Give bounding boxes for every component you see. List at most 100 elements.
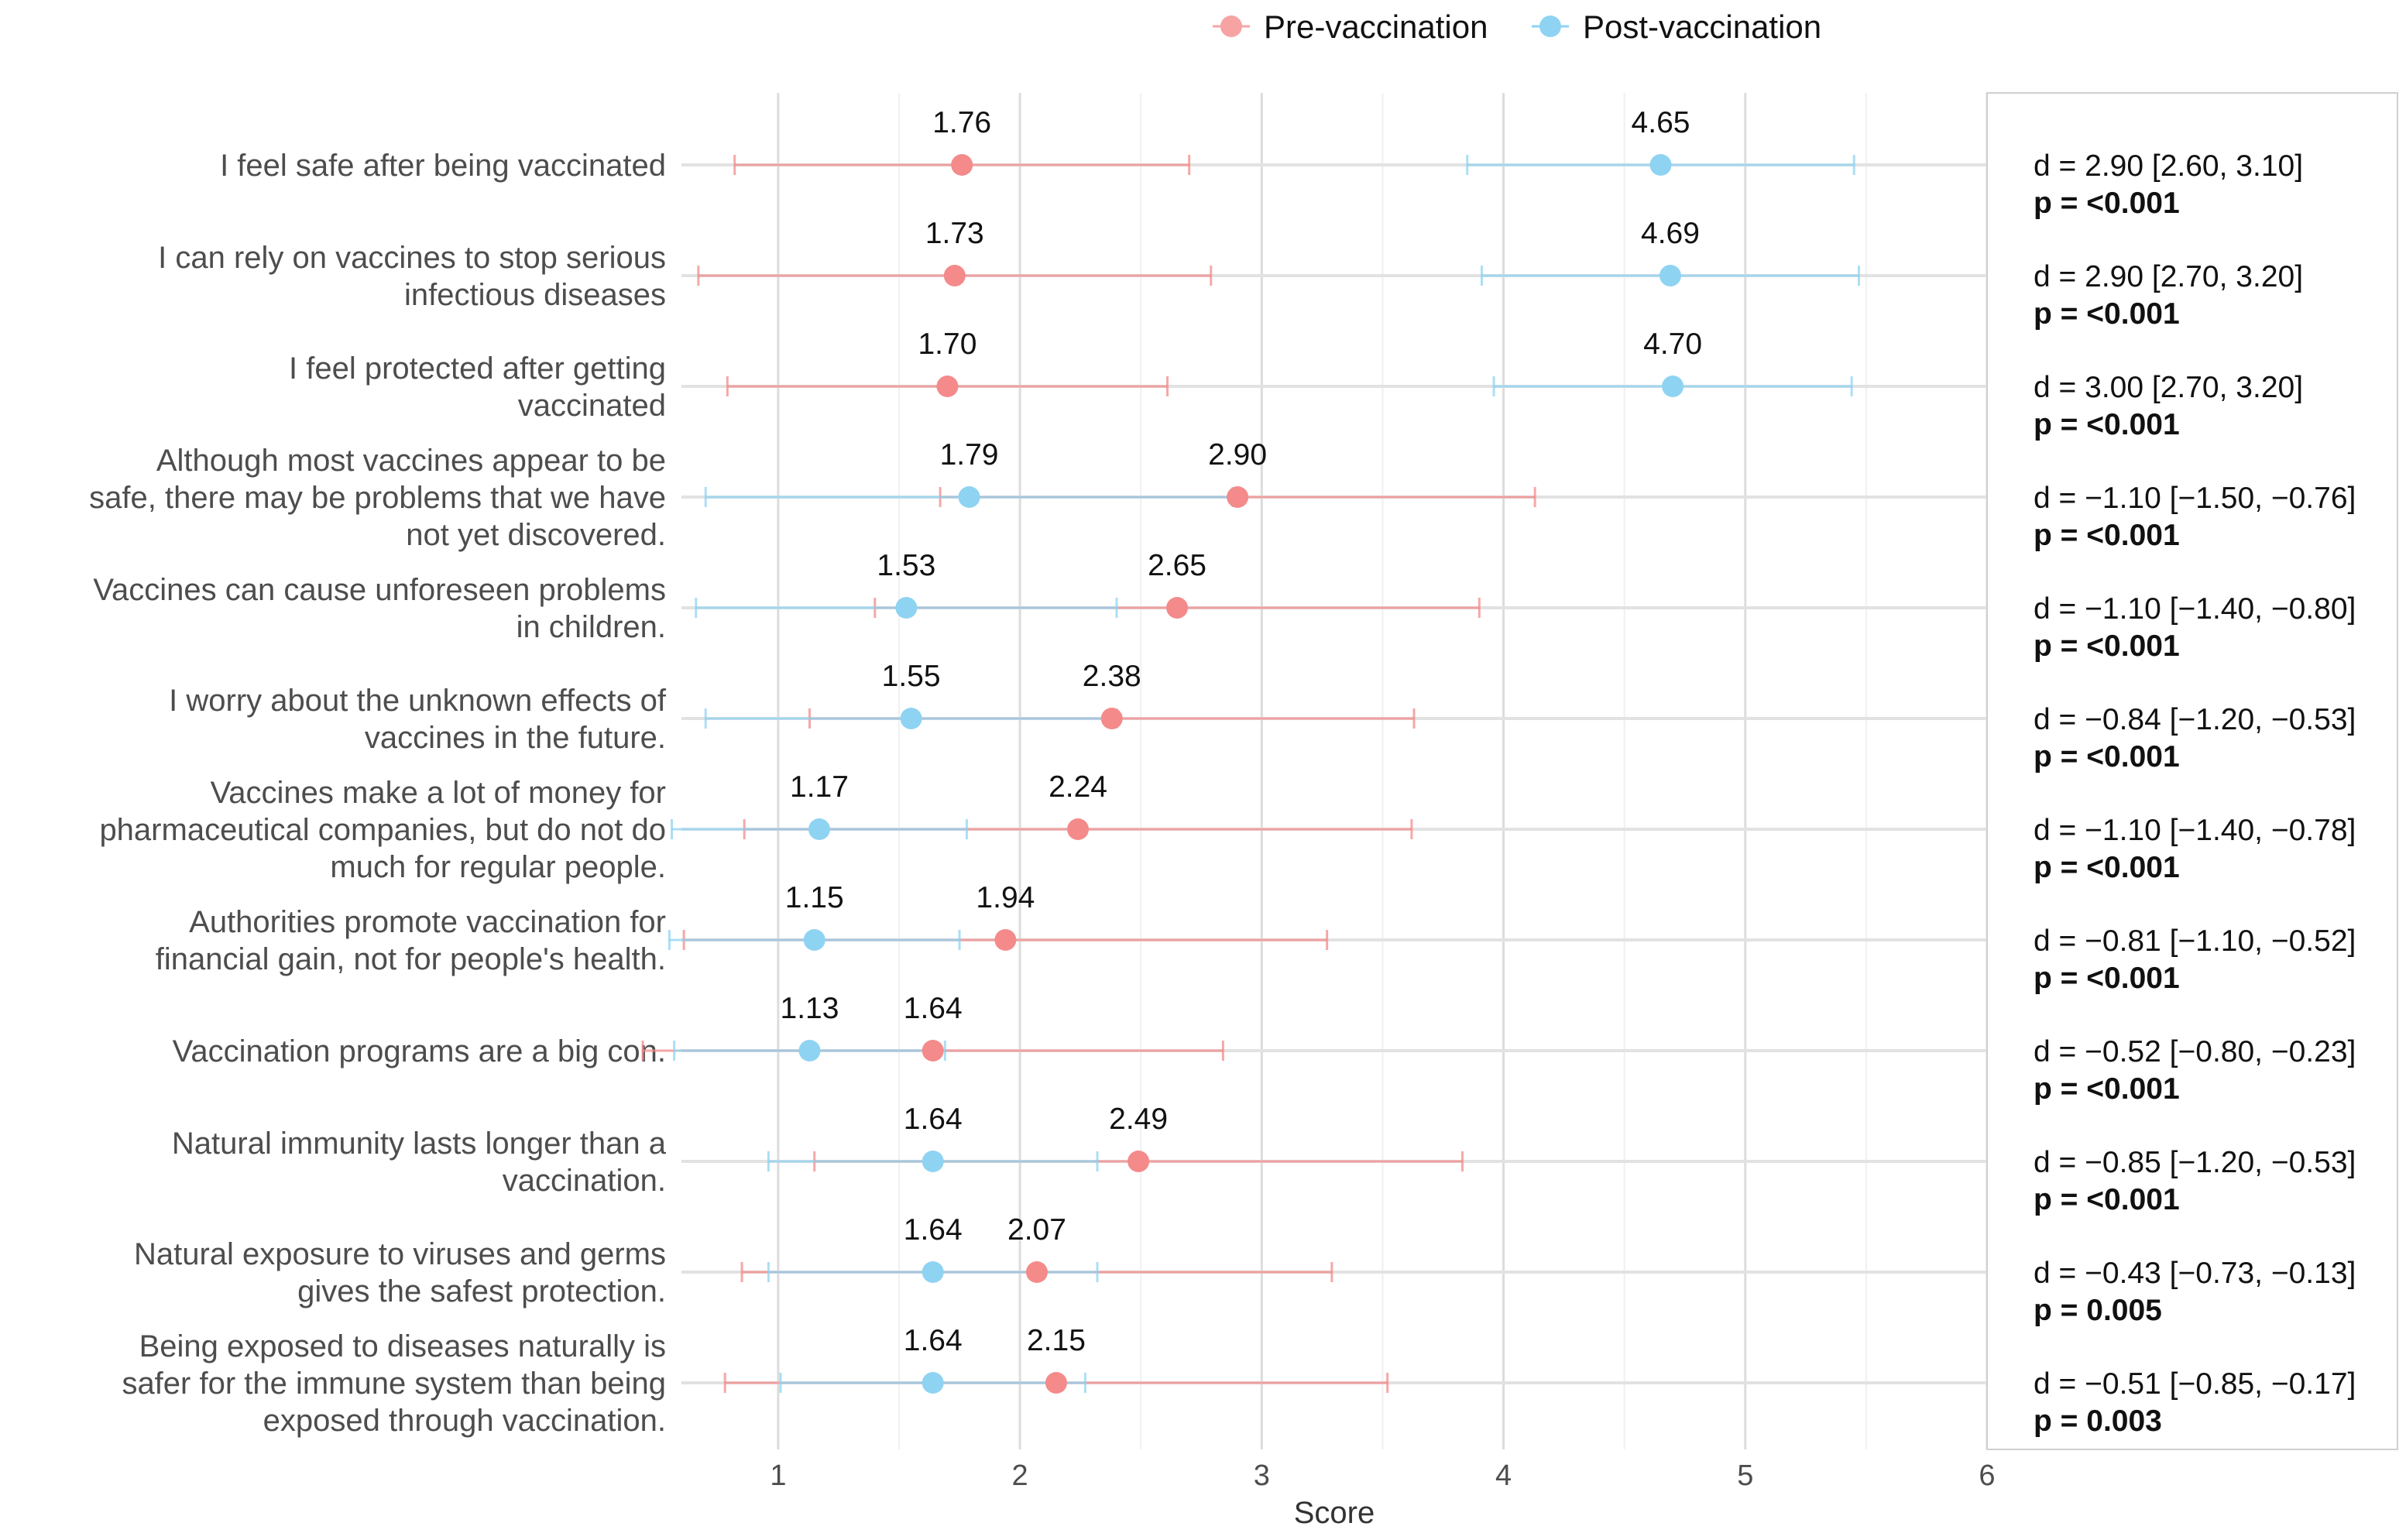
row-label: safe, there may be problems that we have — [89, 481, 666, 515]
effect-size: d = −0.52 [−0.80, −0.23] — [2034, 1035, 2356, 1068]
effect-size: d = 3.00 [2.70, 3.20] — [2034, 371, 2303, 404]
pre-point — [1166, 597, 1189, 619]
pre-point — [1227, 486, 1249, 508]
post-point — [1659, 265, 1681, 286]
legend-item: Pre-vaccination — [1213, 9, 1488, 45]
pre-value-label: 2.07 — [1007, 1213, 1066, 1247]
post-point — [895, 597, 918, 619]
stats-panel-box — [1986, 92, 2398, 1450]
row-label: vaccination. — [503, 1164, 666, 1198]
p-value: p = <0.001 — [2034, 1072, 2180, 1106]
pre-value-label: 2.90 — [1208, 438, 1267, 472]
row-label: I feel protected after getting — [289, 352, 666, 386]
post-point — [922, 1151, 944, 1172]
p-value: p = <0.001 — [2034, 519, 2180, 552]
p-value: p = <0.001 — [2034, 408, 2180, 441]
row-label: Vaccines can cause unforeseen problems — [93, 573, 666, 607]
pre-value-label: 1.70 — [918, 328, 976, 361]
post-point — [922, 1372, 944, 1394]
post-point — [922, 1261, 944, 1283]
row: I worry about the unknown effects ofvacc… — [169, 660, 1987, 755]
row-label: gives the safest protection. — [297, 1274, 666, 1308]
pre-value-label: 1.64 — [904, 992, 963, 1025]
legend-item: Post-vaccination — [1532, 9, 1821, 45]
effect-size: d = −0.81 [−1.10, −0.52] — [2034, 924, 2356, 958]
row-label: Being exposed to diseases naturally is — [139, 1329, 666, 1363]
row-label: pharmaceutical companies, but do not do — [99, 813, 666, 847]
post-value-label: 1.79 — [940, 438, 999, 472]
p-value: p = 0.005 — [2034, 1294, 2162, 1327]
post-point — [958, 486, 980, 508]
row-label: Although most vaccines appear to be — [156, 444, 666, 478]
effect-size: d = −1.10 [−1.40, −0.78] — [2034, 814, 2356, 847]
row-label: exposed through vaccination. — [263, 1404, 666, 1438]
p-value: p = 0.003 — [2034, 1405, 2162, 1438]
post-value-label: 1.64 — [904, 1324, 963, 1357]
pre-point — [951, 154, 973, 176]
pre-point — [1025, 1261, 1048, 1283]
row-label: I can rely on vaccines to stop serious — [158, 241, 666, 275]
x-tick-label: 3 — [1254, 1459, 1270, 1492]
x-tick-label: 5 — [1737, 1459, 1753, 1492]
row: Vaccines make a lot of money forpharmace… — [99, 770, 1987, 884]
row-label: much for regular people. — [330, 850, 666, 884]
effect-size: d = −1.10 [−1.50, −0.76] — [2034, 482, 2356, 515]
post-value-label: 4.69 — [1641, 217, 1700, 250]
p-value: p = <0.001 — [2034, 629, 2180, 663]
post-point — [1649, 154, 1672, 176]
row: Being exposed to diseases naturally is sa… — [122, 1324, 1987, 1438]
post-value-label: 4.65 — [1632, 106, 1690, 139]
post-value-label: 1.53 — [877, 549, 935, 582]
legend: Pre-vaccination Post-vaccination — [1213, 9, 1821, 45]
row-label: Vaccines make a lot of money for — [211, 776, 666, 810]
effect-size: d = 2.90 [2.60, 3.10] — [2034, 149, 2303, 183]
row-label: financial gain, not for people's health. — [156, 942, 666, 976]
row-label: I worry about the unknown effects of — [169, 684, 667, 718]
stats-panel: d = 2.90 [2.60, 3.10] p = <0.001 d = 2.90 … — [1986, 92, 2398, 1450]
x-axis-title: Score — [1294, 1496, 1375, 1530]
row-label: vaccines in the future. — [365, 721, 666, 755]
legend-key-point — [1539, 15, 1561, 37]
row-label: Vaccination programs are a big con. — [173, 1034, 666, 1068]
row-label: not yet discovered. — [406, 518, 666, 552]
post-value-label: 1.64 — [904, 1213, 963, 1247]
legend-label: Pre-vaccination — [1264, 9, 1488, 45]
post-value-label: 4.70 — [1643, 328, 1702, 361]
pre-value-label: 1.94 — [976, 881, 1035, 914]
pre-value-label: 2.15 — [1027, 1324, 1086, 1357]
row: I can rely on vaccines to stop seriousin… — [158, 217, 1987, 312]
row-label: I feel safe after being vaccinated — [220, 149, 666, 183]
row: Vaccines can cause unforeseen problemsin… — [93, 549, 1987, 644]
pre-point — [1045, 1372, 1067, 1394]
row-label: infectious diseases — [404, 278, 666, 312]
effect-size: d = 2.90 [2.70, 3.20] — [2034, 260, 2303, 293]
post-point — [798, 1040, 821, 1062]
p-value: p = <0.001 — [2034, 740, 2180, 773]
row-label: Natural exposure to viruses and germs — [134, 1237, 666, 1271]
pre-point — [922, 1040, 944, 1062]
row: Although most vaccines appear to besafe,… — [89, 438, 1987, 552]
pre-point — [1067, 818, 1090, 840]
row: Natural exposure to viruses and germsgiv… — [134, 1213, 1987, 1308]
post-value-label: 1.17 — [790, 770, 849, 804]
x-tick-label: 4 — [1495, 1459, 1512, 1492]
effect-size: d = −0.85 [−1.20, −0.53] — [2034, 1146, 2356, 1179]
x-tick-label: 2 — [1012, 1459, 1028, 1492]
row: I feel safe after being vaccinated 1.76 4.… — [220, 106, 1987, 183]
p-value: p = <0.001 — [2034, 1183, 2180, 1216]
pre-value-label: 1.76 — [932, 106, 991, 139]
pre-point — [943, 265, 966, 286]
post-point — [900, 708, 922, 729]
effect-size: d = −0.84 [−1.20, −0.53] — [2034, 703, 2356, 736]
effect-size: d = −1.10 [−1.40, −0.80] — [2034, 592, 2356, 626]
row-label: Natural immunity lasts longer than a — [172, 1127, 667, 1161]
row: I feel protected after gettingvaccinated… — [289, 328, 1987, 423]
pre-point — [1127, 1151, 1150, 1172]
effect-size: d = −0.43 [−0.73, −0.13] — [2034, 1257, 2356, 1290]
row-label: in children. — [517, 610, 666, 644]
post-point — [808, 818, 830, 840]
pre-value-label: 2.49 — [1109, 1103, 1168, 1136]
pre-point — [994, 929, 1017, 951]
row-label: safer for the immune system than being — [122, 1367, 666, 1401]
